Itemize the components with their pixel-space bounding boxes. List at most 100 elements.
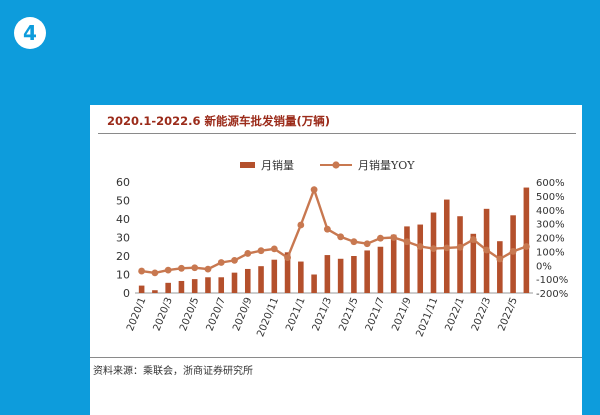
left-axis-tick-label: 30 [116,232,130,245]
bar-2021/8 [390,234,397,293]
x-axis-tick-label: 2021/7 [364,296,387,333]
yoy-point-2021/11 [430,245,437,253]
bar-2021/9 [404,226,410,293]
legend-line-marker [332,161,340,169]
x-axis-tick-label: 2020/1 [125,296,148,333]
yoy-point-2021/9 [403,238,411,246]
legend-bar-label: 月销量 [261,158,294,172]
yoy-point-2021/12 [443,244,451,252]
chart-title: 2020.1-2022.6 新能源车批发销量(万辆) [107,114,331,128]
yoy-point-2021/1 [297,221,305,229]
right-axis-tick-label: 300% [536,220,565,231]
line-series [138,186,530,277]
yoy-point-2021/4 [337,233,345,241]
bar-2020/4 [178,280,185,293]
right-axis-tick-label: 400% [536,206,565,217]
yoy-point-2021/6 [363,240,371,248]
bar-2020/10 [258,266,264,293]
yoy-point-2020/9 [244,250,252,257]
yoy-point-2020/12 [284,254,291,262]
legend-line-label: 月销量YOY [358,158,415,172]
left-axis-ticks: 0 10 20 30 40 50 60 [116,176,130,300]
left-axis-tick-label: 0 [123,287,130,300]
x-axis-tick-label: 2020/11 [255,296,281,339]
x-axis-tick-label: 2021/9 [390,296,413,333]
left-axis-tick-label: 10 [116,269,130,282]
right-axis-tick-label: 500% [536,192,565,203]
x-axis-tick-label: 2020/7 [205,296,228,333]
left-axis-tick-label: 60 [116,176,130,189]
x-axis-tick-label: 2021/5 [337,296,360,333]
x-axis-tick-label: 2021/1 [284,296,307,333]
yoy-point-2022/4 [496,255,504,263]
bar-2021/10 [417,224,424,293]
yoy-point-2022/6 [522,243,530,250]
x-axis-tick-label: 2021/3 [311,296,334,333]
bar-2020/9 [244,268,251,293]
yoy-point-2022/3 [483,246,490,254]
bar-2021/1 [298,261,304,293]
bar-2020/8 [231,272,238,293]
bar-2022/4 [497,241,503,293]
bar-2020/12 [284,252,291,293]
bar-2022/6 [523,187,530,293]
yoy-point-2020/1 [138,267,146,275]
bar-2021/5 [351,256,357,293]
x-axis-tick-label: 2020/3 [152,296,175,333]
bar-2021/7 [377,246,384,293]
bar-2020/1 [138,285,145,293]
bar-2021/11 [430,212,437,293]
yoy-point-2020/5 [191,264,199,272]
right-axis-tick-label: 200% [536,234,565,245]
yoy-point-2022/1 [456,243,464,251]
x-axis-tick-label: 2020/9 [231,296,254,333]
yoy-point-2020/10 [257,247,265,255]
yoy-point-2022/5 [509,247,517,255]
x-axis-ticks: 2020/1 2020/3 2020/5 2020/7 2020/9 2020/11 202… [125,296,520,339]
yoy-point-2021/5 [350,238,358,246]
left-axis-tick-label: 50 [116,195,130,208]
yoy-point-2021/7 [377,234,384,242]
bar-2021/6 [364,250,370,293]
yoy-line [141,186,527,275]
left-axis-tick-label: 20 [116,250,130,263]
bar-2021/4 [337,258,344,293]
x-axis-tick-label: 2022/1 [443,296,466,333]
right-axis-tick-label: 100% [536,247,565,258]
source-divider [90,357,582,358]
bar-2021/3 [324,255,331,293]
yoy-point-2020/4 [178,264,185,272]
right-axis-tick-label: -200% [536,289,568,300]
yoy-point-2020/2 [151,269,159,277]
yoy-point-2020/6 [204,265,212,273]
bar-2020/11 [271,259,278,293]
yoy-point-2021/10 [416,243,424,250]
bar-2021/2 [311,274,317,293]
yoy-point-2020/7 [217,259,225,266]
combo-chart: 月销量 月销量YOY 0 10 20 30 40 50 60 -200% -100% 0% 100… [116,158,568,339]
bar-2020/5 [191,279,198,293]
yoy-point-2020/8 [231,256,238,264]
x-axis-tick-label: 2021/11 [415,296,441,339]
x-axis-tick-label: 2020/5 [178,296,201,333]
yoy-point-2021/2 [310,186,318,194]
bar-2020/3 [165,282,171,293]
x-axis-tick-label: 2022/5 [497,296,520,333]
yoy-point-2020/3 [164,266,172,274]
yoy-point-2021/3 [323,225,331,233]
bar-2022/1 [457,216,463,293]
slide-number-badge: 4 [14,17,46,49]
right-axis-ticks: -200% -100% 0% 100% 200% 300% 400% 500% 600% [536,178,568,300]
chart-legend: 月销量 月销量YOY [240,158,415,172]
yoy-point-2021/8 [390,234,398,241]
right-axis-tick-label: 0% [536,261,552,272]
bar-2020/6 [205,277,211,293]
source-note: 资料来源：乘联会，浙商证券研究所 [93,366,253,377]
left-axis-tick-label: 40 [116,213,130,226]
right-axis-tick-label: 600% [536,178,565,189]
bar-2020/2 [152,290,158,293]
yoy-point-2022/2 [469,236,477,243]
bar-2020/7 [218,277,225,293]
bar-2022/2 [470,233,477,293]
yoy-point-2020/11 [270,245,278,253]
